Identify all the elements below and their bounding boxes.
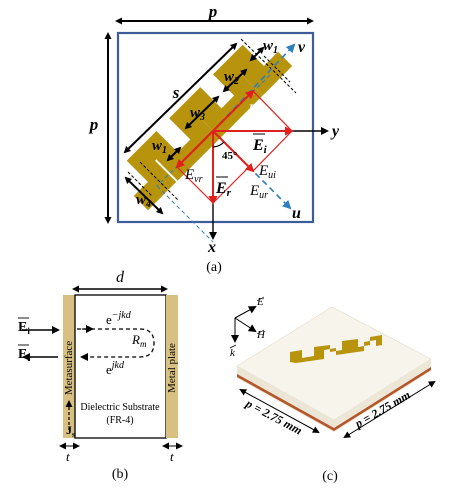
vec-H-c	[256, 329, 265, 335]
arrow-Eui	[212, 130, 255, 173]
arrow-Evr	[175, 130, 214, 169]
arrow-E-c	[234, 306, 257, 319]
label-metal-plate: Metal plate	[166, 343, 178, 393]
label-Eui: Eui	[258, 163, 276, 181]
label-Evi: Evi	[247, 102, 265, 120]
label-t-left: t	[66, 449, 70, 464]
wave-path	[77, 328, 155, 361]
label-Ei: Ei	[252, 137, 268, 156]
label-Eur: Eur	[249, 183, 268, 201]
dim-w4	[124, 176, 164, 215]
guide-2	[156, 185, 214, 243]
label-u: u	[292, 205, 301, 222]
label-Er: Er	[215, 180, 232, 199]
metal-plate	[166, 295, 178, 438]
dim-w1-top	[249, 46, 265, 62]
arrow-Evi	[212, 89, 255, 132]
proj-4	[212, 166, 250, 204]
proj-2	[252, 130, 293, 172]
label-x: x	[207, 239, 216, 256]
label-w1-left: w1	[152, 138, 167, 156]
label-d: d	[116, 269, 125, 286]
label-s: s	[172, 83, 180, 102]
vec-E-c	[256, 296, 265, 302]
label-Er-b: Er	[18, 347, 31, 363]
label-substrate-1: Dielectric Substrate	[80, 402, 160, 413]
dim-s	[123, 42, 238, 154]
label-js: Js	[66, 423, 75, 439]
label-metasurface: Metasurface	[63, 341, 75, 395]
guide-1	[156, 130, 214, 187]
label-Rm: Rm	[131, 332, 147, 349]
dim-w1-left	[166, 146, 182, 162]
label-E-c: E	[256, 296, 264, 308]
label-y: y	[330, 123, 340, 140]
arrow-H-c	[234, 317, 257, 333]
dim-p-left-c	[239, 389, 320, 433]
proj-1	[252, 90, 293, 132]
label-w1-top: w1	[263, 38, 278, 56]
label-w3: w3	[190, 105, 205, 123]
panel-a: p p s w1 w2 w3 w1	[88, 2, 340, 275]
label-k-c: k	[230, 347, 236, 359]
label-substrate-2: (FR-4)	[106, 415, 133, 426]
label-angle: 45°	[222, 150, 237, 162]
label-w2: w2	[224, 69, 239, 87]
angle-arc	[212, 141, 225, 148]
label-p-top: p	[207, 2, 218, 21]
vec-k-c	[229, 344, 237, 349]
label-wave-out: ejkd	[106, 360, 125, 377]
dim-w3	[184, 95, 220, 130]
dim-w2	[222, 68, 248, 93]
proj-3	[176, 166, 214, 204]
panel-c: E H k p = 2.75 mm p = 2.75 mm (c)	[229, 296, 436, 484]
label-wave-in: e−jkd	[106, 310, 132, 327]
label-Ei-b: Ei	[18, 320, 30, 336]
dim-p-right-c	[343, 380, 436, 439]
label-v: v	[298, 39, 306, 56]
label-w4: w4	[136, 192, 151, 210]
caption-b: (b)	[112, 467, 129, 482]
slab-meander	[290, 335, 382, 363]
label-Evr: Evr	[184, 167, 203, 185]
panel-b: d Metasurface Metal plate Ei Er e−jkd ej…	[18, 269, 183, 482]
label-H-c: H	[256, 329, 266, 341]
ext-line-top-2	[263, 55, 291, 83]
label-t-right: t	[170, 449, 174, 464]
label-p-left: p	[88, 115, 99, 134]
caption-c: (c)	[322, 469, 338, 484]
caption-a: (a)	[206, 260, 222, 275]
dielectric-substrate	[74, 294, 167, 439]
